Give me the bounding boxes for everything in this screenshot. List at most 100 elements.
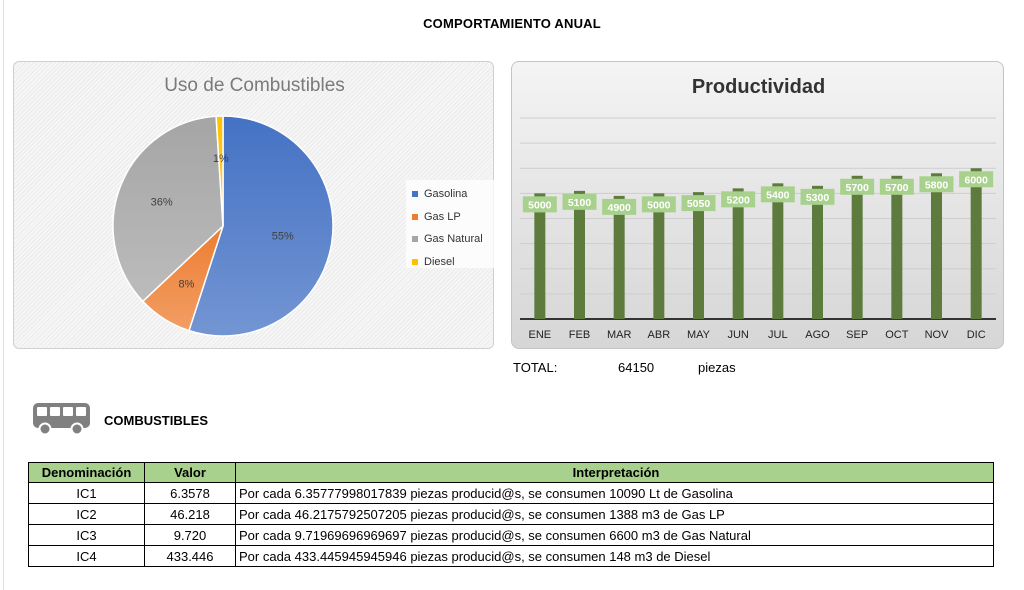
x-tick-label: ABR	[648, 329, 671, 341]
section-heading: COMBUSTIBLES	[104, 413, 208, 428]
pie-slice-label: 1%	[213, 153, 229, 165]
data-label: 5050	[687, 198, 711, 210]
bar-may[interactable]	[693, 192, 704, 319]
cell-valor[interactable]: 433.446	[144, 545, 236, 567]
legend-label: Diesel	[424, 256, 455, 268]
data-label-background	[562, 193, 597, 210]
cell-denominacion[interactable]: IC2	[28, 503, 145, 525]
cell-valor[interactable]: 6.3578	[144, 482, 236, 504]
table-header-row: Denominación Valor Interpretación	[28, 462, 994, 483]
header-interpretacion: Interpretación	[235, 462, 994, 483]
data-label-background	[641, 196, 676, 213]
x-tick-label: DIC	[967, 329, 986, 341]
data-label-background	[919, 176, 954, 193]
page-title: COMPORTAMIENTO ANUAL	[423, 16, 601, 31]
bar-nov[interactable]	[931, 173, 942, 319]
total-value: 64150	[618, 360, 655, 375]
pie-slice-gas-natural[interactable]	[112, 115, 224, 303]
total-label: TOTAL:	[513, 360, 558, 375]
bar-ene[interactable]	[534, 193, 546, 319]
x-tick-label: FEB	[569, 329, 590, 341]
bus-icon	[33, 403, 90, 436]
cell-valor[interactable]: 46.218	[144, 503, 236, 525]
data-label: 5300	[806, 192, 830, 204]
bar-mar[interactable]	[613, 195, 625, 319]
bar-dic[interactable]	[970, 168, 982, 319]
data-label-background	[681, 195, 716, 212]
header-valor: Valor	[144, 462, 236, 483]
data-label-background	[879, 178, 914, 195]
data-label: 5700	[885, 182, 909, 194]
pie-chart-legend: Gasolina Gas LP Gas Natural Diesel	[406, 180, 498, 268]
data-label: 5400	[766, 189, 790, 201]
fuel-usage-pie-chart[interactable]: Uso de Combustibles 55% 8% 36% 1% Gasolina …	[13, 61, 498, 349]
x-tick-label: AGO	[805, 329, 830, 341]
legend-swatch	[412, 214, 418, 220]
x-tick-label: MAR	[607, 329, 632, 341]
legend-swatch	[412, 259, 418, 265]
bar-ago[interactable]	[812, 185, 823, 319]
x-tick-label: SEP	[846, 329, 868, 341]
data-label-background	[721, 191, 756, 208]
data-label: 5100	[568, 197, 592, 209]
pie-chart-title: Uso de Combustibles	[164, 75, 345, 96]
legend-label: Gas LP	[424, 211, 461, 223]
pie-slice-label: 8%	[179, 279, 195, 291]
cell-interpretacion[interactable]: Por cada 433.445945945946 piezas produci…	[235, 545, 994, 567]
legend-swatch	[412, 236, 418, 242]
data-label-background	[800, 188, 835, 205]
x-tick-label: JUN	[727, 329, 748, 341]
cell-interpretacion[interactable]: Por cada 6.35777998017839 piezas produci…	[235, 482, 994, 504]
cell-interpretacion[interactable]: Por cada 46.2175792507205 piezas produci…	[235, 503, 994, 525]
x-tick-label: JUL	[768, 329, 788, 341]
legend-label: Gasolina	[424, 188, 468, 200]
table-row: IC3 9.720 Por cada 9.71969696969697 piez…	[28, 524, 994, 546]
x-tick-label: NOV	[925, 329, 950, 341]
legend-item-gas-natural: Gas Natural	[412, 232, 483, 246]
bar-chart-title: Productividad	[691, 76, 826, 98]
data-label: 5800	[925, 179, 949, 191]
data-label: 6000	[964, 174, 988, 186]
pie-slice-gasolina[interactable]	[188, 115, 334, 337]
bar-jul[interactable]	[772, 183, 784, 319]
x-tick-label: ENE	[529, 329, 552, 341]
legend-item-gas-lp: Gas LP	[412, 210, 461, 224]
data-label: 5700	[845, 182, 869, 194]
cell-denominacion[interactable]: IC3	[28, 524, 145, 546]
legend-swatch	[412, 191, 418, 197]
pie-slice-label: 36%	[151, 197, 173, 209]
pie-slice-label: 55%	[272, 230, 294, 242]
bar-feb[interactable]	[574, 190, 585, 319]
cell-valor[interactable]: 9.720	[144, 524, 236, 546]
fuel-indicators-table: Denominación Valor Interpretación IC1 6.…	[28, 462, 994, 567]
cell-denominacion[interactable]: IC4	[28, 545, 145, 567]
header-denominacion: Denominación	[28, 462, 145, 483]
legend-label: Gas Natural	[424, 233, 483, 245]
total-unit: piezas	[698, 360, 736, 375]
productivity-bar-chart[interactable]: Productividad 5000 ENE 5100 FEB 4900 MAR 5000 A…	[511, 61, 1004, 349]
cell-denominacion[interactable]: IC1	[28, 482, 145, 504]
pie-chart-plot: 55% 8% 36% 1%	[112, 115, 334, 337]
cell-interpretacion[interactable]: Por cada 9.71969696969697 piezas produci…	[235, 524, 994, 546]
bar-chart-plot: 5000 ENE 5100 FEB 4900 MAR 5000 ABR 5050 MAY 5200 J…	[520, 117, 996, 341]
data-label-background	[602, 198, 637, 215]
x-tick-label: OCT	[885, 329, 909, 341]
bar-jun[interactable]	[732, 188, 744, 319]
bar-oct[interactable]	[891, 175, 903, 319]
legend-item-gasolina: Gasolina	[412, 187, 467, 201]
data-label-background	[760, 186, 795, 203]
bar-sep[interactable]	[851, 175, 863, 319]
x-tick-label: MAY	[687, 329, 711, 341]
sheet-edge	[0, 0, 4, 590]
table-row: IC1 6.3578 Por cada 6.35777998017839 pie…	[28, 482, 994, 504]
legend-item-diesel: Diesel	[412, 255, 455, 269]
data-label-background	[959, 171, 994, 188]
data-label-background	[522, 196, 557, 213]
bar-abr[interactable]	[653, 193, 665, 319]
data-label: 4900	[607, 202, 631, 214]
table-row: IC4 433.446 Por cada 433.445945945946 pi…	[28, 545, 994, 567]
data-label: 5000	[528, 199, 552, 211]
table-row: IC2 46.218 Por cada 46.2175792507205 pie…	[28, 503, 994, 525]
pie-slice-diesel[interactable]	[215, 115, 224, 227]
data-label-background	[840, 178, 875, 195]
